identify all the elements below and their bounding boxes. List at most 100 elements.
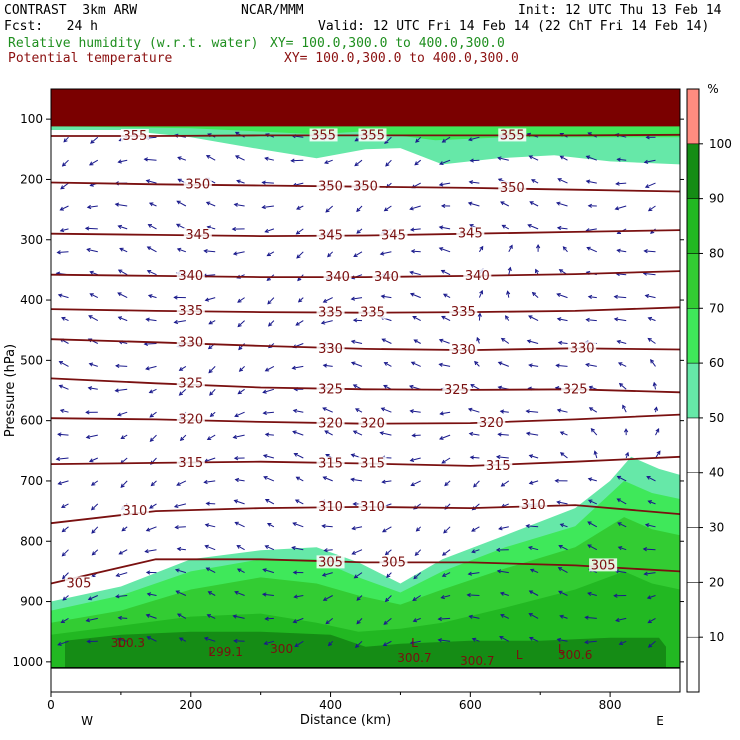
colorbar-segment <box>686 636 700 693</box>
wind-arrowhead <box>178 391 184 396</box>
wind-arrowhead <box>264 228 269 233</box>
wind-arrowhead <box>588 385 593 390</box>
wind-arrow <box>233 615 245 619</box>
wind-arrow <box>179 365 187 371</box>
wind-arrow <box>262 205 274 208</box>
plot-frame <box>50 88 681 693</box>
wind-arrowhead <box>209 391 214 396</box>
wind-arrow <box>384 136 392 144</box>
wind-arrow <box>58 640 69 646</box>
wind-arrow <box>443 526 451 534</box>
wind-arrowhead <box>297 298 303 303</box>
wind-arrow <box>321 320 333 324</box>
wind-arrowhead <box>413 339 418 344</box>
wind-arrowhead <box>642 547 648 552</box>
wind-arrow <box>529 637 539 642</box>
wind-arrowhead <box>205 201 211 206</box>
theta-label-bg <box>358 456 387 470</box>
wind-arrowhead <box>237 390 242 395</box>
wind-arrow <box>585 640 597 643</box>
wind-arrowhead <box>91 529 96 534</box>
wind-arrow <box>208 366 216 373</box>
wind-arrowhead <box>115 363 120 369</box>
wind-arrow <box>355 408 363 413</box>
wind-arrowhead <box>88 362 94 367</box>
wind-arrowhead <box>149 437 154 442</box>
theta-line-340 <box>50 270 681 278</box>
wind-arrow <box>526 432 539 436</box>
wind-arrow <box>385 549 392 555</box>
wind-arrowhead <box>647 207 653 212</box>
wind-arrowhead <box>409 640 415 645</box>
wind-arrowhead <box>476 336 481 342</box>
wind-arrow <box>648 338 656 344</box>
field2-xy: XY= 100.0,300.0 to 400.0,300.0 <box>284 51 519 66</box>
wind-arrow <box>291 159 304 162</box>
wind-arrowhead <box>356 207 361 213</box>
wind-arrow <box>441 595 451 599</box>
wind-arrowhead <box>529 568 535 573</box>
wind-arrow <box>411 361 421 367</box>
wind-arrowhead <box>506 290 511 295</box>
wind-arrowhead <box>143 157 149 162</box>
wind-arrowhead <box>438 182 444 187</box>
wind-arrowhead <box>350 361 356 366</box>
wind-arrowhead <box>469 158 474 163</box>
theta-label-bg <box>498 128 527 142</box>
wind-arrowhead <box>206 614 212 618</box>
wind-arrow <box>500 614 510 619</box>
wind-arrowhead <box>322 476 327 481</box>
wind-arrow <box>146 318 157 322</box>
wind-arrowhead <box>204 297 210 302</box>
wind-arrow <box>91 503 99 511</box>
wind-arrowhead <box>61 162 67 167</box>
wind-arrow <box>57 251 69 253</box>
theta-label-bg <box>120 504 149 518</box>
wind-arrow <box>587 592 597 596</box>
wind-arrowhead <box>203 479 208 485</box>
wind-arrow <box>439 182 451 186</box>
colorbar-label: 100 <box>709 137 732 151</box>
wind-arrow <box>617 498 627 505</box>
wind-arrow <box>209 388 216 396</box>
wind-arrow <box>205 545 216 551</box>
wind-arrowhead <box>177 178 182 183</box>
theta-label-335: 335 <box>360 306 385 321</box>
wind-arrow <box>528 546 539 551</box>
wind-arrow <box>146 180 157 184</box>
wind-arrow <box>470 456 480 459</box>
wind-arrow <box>206 567 216 574</box>
wind-arrowhead <box>556 201 561 206</box>
wind-arrowhead <box>556 225 562 231</box>
wind-arrow <box>439 159 451 165</box>
wind-arrow <box>498 526 509 530</box>
wind-arrowhead <box>115 572 120 577</box>
y-tick-label: 800 <box>20 534 43 548</box>
wind-arrow <box>149 202 157 207</box>
wind-arrowhead <box>479 289 484 295</box>
wind-arrow <box>120 480 128 488</box>
wind-arrowhead <box>146 270 152 274</box>
wind-arrow <box>151 480 157 486</box>
theta-label-345: 345 <box>318 229 343 244</box>
wind-arrowhead <box>350 477 355 482</box>
wind-arrow <box>325 618 334 624</box>
theta-min-label: 300.7 <box>397 651 431 665</box>
wind-arrowhead <box>469 455 475 460</box>
wind-arrowhead <box>497 361 503 366</box>
wind-arrowhead <box>204 523 210 528</box>
wind-arrowhead <box>615 617 620 623</box>
wind-arrowhead <box>261 205 266 210</box>
wind-arrowhead <box>379 251 385 256</box>
wind-arrowhead <box>62 596 67 601</box>
x-tick-label: 200 <box>179 698 202 712</box>
wind-arrowhead <box>90 139 95 144</box>
wind-arrow <box>587 544 598 551</box>
wind-arrow <box>292 431 304 436</box>
wind-arrow <box>265 499 275 505</box>
wind-arrowhead <box>266 523 272 527</box>
wind-arrow <box>382 526 392 533</box>
wind-arrowhead <box>207 591 212 596</box>
wind-arrowhead <box>117 292 122 297</box>
wind-arrow <box>324 430 333 436</box>
